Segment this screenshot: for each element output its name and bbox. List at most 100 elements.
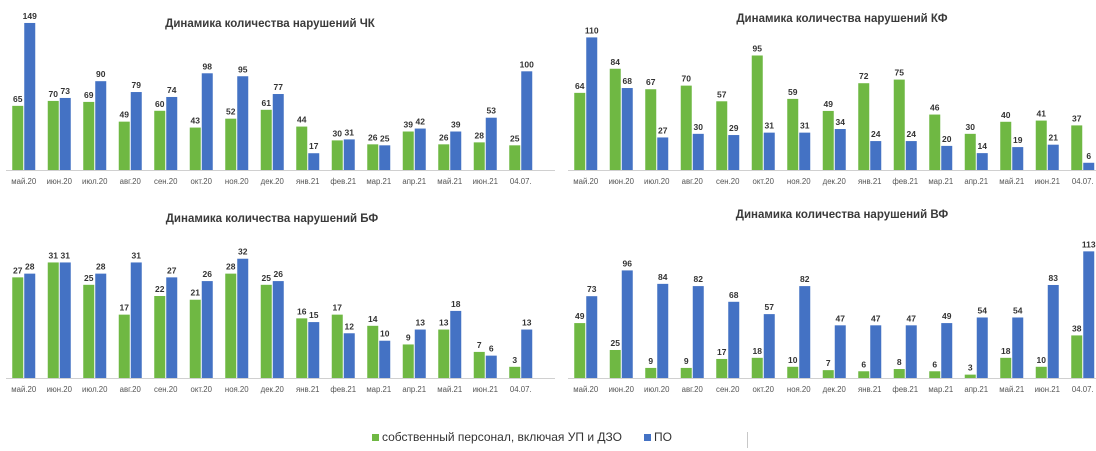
data-label-po: 13 <box>416 318 426 328</box>
data-label-po: 24 <box>871 129 881 139</box>
data-label-po: 54 <box>978 305 988 315</box>
x-tick-label: апр.21 <box>402 177 426 186</box>
x-tick-label: май.20 <box>11 177 37 186</box>
data-label-own: 18 <box>753 346 763 356</box>
data-label-po: 29 <box>729 123 739 133</box>
data-label-own: 9 <box>684 356 689 366</box>
data-label-po: 10 <box>380 329 390 339</box>
data-label-own: 41 <box>1037 109 1047 119</box>
bar-po <box>941 323 953 378</box>
bar-po <box>414 128 426 170</box>
bar-po <box>834 129 846 170</box>
bar-own <box>473 142 485 170</box>
x-tick-label: фев.21 <box>330 177 356 186</box>
bar-own <box>331 140 343 170</box>
data-label-po: 32 <box>238 247 248 257</box>
data-label-own: 46 <box>930 103 940 113</box>
data-label-own: 16 <box>297 306 307 316</box>
data-label-po: 47 <box>871 313 881 323</box>
data-label-po: 73 <box>61 86 71 96</box>
legend-swatch-own <box>372 433 379 441</box>
bar-po <box>59 262 71 378</box>
x-tick-label: май.20 <box>573 385 599 394</box>
bar-own <box>118 121 130 170</box>
data-label-own: 9 <box>406 332 411 342</box>
data-label-po: 83 <box>1049 273 1059 283</box>
x-tick-label: фев.21 <box>892 177 918 186</box>
bar-po <box>272 94 284 170</box>
legend-swatch-po <box>643 433 651 441</box>
data-label-po: 31 <box>800 121 810 131</box>
x-tick-label: сен.20 <box>716 177 740 186</box>
x-tick-label: май.20 <box>573 177 599 186</box>
bar-own <box>402 131 414 170</box>
bar-own <box>822 370 834 378</box>
bar-po <box>485 355 497 378</box>
bar-own <box>225 273 237 378</box>
data-label-po: 27 <box>167 265 177 275</box>
bar-po <box>521 71 533 170</box>
bar-own <box>118 314 130 378</box>
legend-label-po: ПО <box>653 430 672 444</box>
bar-own <box>331 314 343 378</box>
x-tick-label: ноя.20 <box>225 177 249 186</box>
bar-own <box>473 351 485 378</box>
data-label-po: 100 <box>520 59 534 69</box>
bar-po <box>586 37 598 171</box>
bar-po <box>379 340 391 378</box>
bar-po <box>95 81 107 170</box>
data-label-po: 30 <box>694 122 704 132</box>
data-label-own: 28 <box>475 130 485 140</box>
data-label-own: 60 <box>155 99 165 109</box>
x-tick-label: мар.21 <box>366 177 391 186</box>
data-label-own: 57 <box>717 89 727 99</box>
x-tick-label: июл.20 <box>82 177 108 186</box>
data-label-own: 37 <box>1072 113 1082 123</box>
legend-label-own: собственный персонал, включая УП и ДЗО <box>382 430 622 444</box>
data-label-own: 43 <box>191 116 201 126</box>
bar-po <box>621 88 633 170</box>
chart-title: Динамика количества нарушений ЧК <box>165 18 376 30</box>
bar-po <box>728 135 740 170</box>
data-label-po: 96 <box>623 258 633 268</box>
bar-own <box>509 145 521 170</box>
data-label-po: 73 <box>587 284 597 294</box>
data-label-po: 54 <box>1013 305 1023 315</box>
x-tick-label: июн.20 <box>47 177 73 186</box>
x-tick-label: ноя.20 <box>787 177 811 186</box>
data-label-po: 84 <box>658 272 668 282</box>
bar-own <box>716 358 728 378</box>
x-tick-label: 04.07. <box>1072 385 1094 394</box>
bar-own <box>47 100 59 170</box>
bar-own <box>858 371 870 378</box>
x-tick-label: дек.20 <box>261 177 285 186</box>
x-tick-label: июн.21 <box>473 385 498 394</box>
bar-po <box>657 137 669 170</box>
x-tick-label: янв.21 <box>296 385 320 394</box>
data-label-own: 67 <box>646 77 656 87</box>
x-tick-label: июн.21 <box>1035 385 1060 394</box>
bar-own <box>680 85 692 170</box>
bar-own <box>964 374 976 378</box>
x-tick-label: апр.21 <box>964 177 988 186</box>
x-tick-label: апр.21 <box>402 385 426 394</box>
bar-po <box>692 133 704 170</box>
data-label-own: 26 <box>439 132 449 142</box>
x-tick-label: фев.21 <box>892 385 918 394</box>
x-tick-label: июн.21 <box>473 177 498 186</box>
x-tick-label: апр.21 <box>964 385 988 394</box>
x-tick-label: дек.20 <box>823 177 847 186</box>
x-tick-label: дек.20 <box>823 385 847 394</box>
bar-own <box>680 367 692 378</box>
bar-own <box>1000 121 1012 170</box>
bar-own <box>438 144 450 170</box>
bar-own <box>1035 120 1047 170</box>
bar-po <box>763 314 775 378</box>
bar-po <box>1083 162 1095 170</box>
x-tick-label: авг.20 <box>120 177 142 186</box>
data-label-own: 17 <box>120 303 130 313</box>
x-tick-label: окт.20 <box>753 385 775 394</box>
data-label-po: 14 <box>978 141 988 151</box>
bar-po <box>130 92 142 170</box>
bar-po <box>237 76 249 170</box>
